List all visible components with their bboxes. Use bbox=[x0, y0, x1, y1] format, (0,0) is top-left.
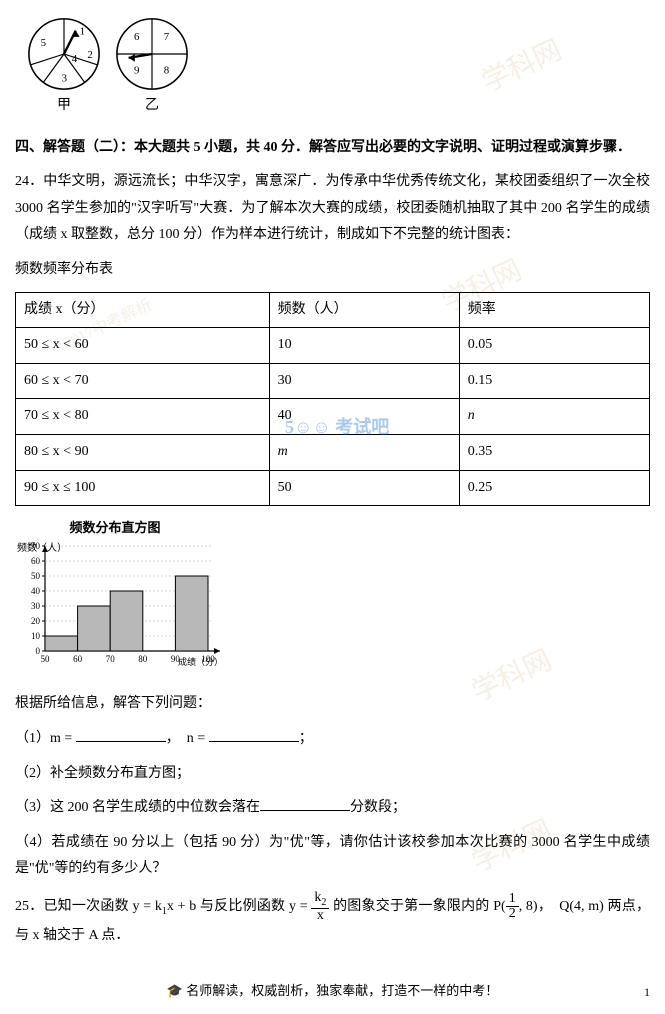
q24-text: 24．中华文明，源远流长；中华汉字，寓意深广．为传承中华优秀传统文化，某校团委组… bbox=[15, 169, 650, 249]
svg-text:60: 60 bbox=[31, 556, 41, 566]
spinner-b-svg: 6 7 8 9 bbox=[113, 15, 191, 93]
spinner-a-svg: 1 2 3 4 5 bbox=[25, 15, 103, 93]
svg-text:70: 70 bbox=[31, 541, 41, 551]
cell-range: 70 ≤ x < 80 bbox=[16, 399, 270, 435]
svg-text:频数（人）: 频数（人） bbox=[17, 541, 67, 554]
th-score: 成绩 x（分） bbox=[16, 292, 270, 328]
q24-sub1: （1）m = ， n = ； bbox=[15, 726, 650, 753]
cell-rate: n bbox=[459, 399, 649, 435]
svg-text:40: 40 bbox=[31, 586, 41, 596]
svg-text:6: 6 bbox=[134, 31, 140, 43]
cell-freq: 40 bbox=[269, 399, 459, 435]
svg-text:60: 60 bbox=[73, 654, 83, 664]
histogram-title: 频数分布直方图 bbox=[15, 516, 215, 541]
sub1-c: ； bbox=[299, 731, 313, 746]
page-number: 1 bbox=[644, 981, 650, 1004]
blank-n[interactable] bbox=[209, 727, 299, 742]
histogram-block: 频数分布直方图 频数（人）010203040506070506070809010… bbox=[15, 516, 650, 681]
svg-text:70: 70 bbox=[106, 654, 116, 664]
q25-text: 25．已知一次函数 y = k1x + b 与反比例函数 y = k2x 的图象… bbox=[15, 891, 650, 949]
q24-sub4: （4）若成绩在 90 分以上（包括 90 分）为"优"等，请你估计该校参加本次比… bbox=[15, 830, 650, 883]
q25-frac-half: 12 bbox=[506, 892, 519, 921]
svg-text:50: 50 bbox=[31, 571, 41, 581]
spinner-figures: 1 2 3 4 5 甲 6 7 8 9 乙 bbox=[25, 15, 650, 120]
cell-rate: 0.25 bbox=[459, 470, 649, 506]
svg-text:10: 10 bbox=[31, 631, 41, 641]
table-row: 60 ≤ x < 70 30 0.15 bbox=[16, 363, 650, 399]
frequency-table: 成绩 x（分） 频数（人） 频率 50 ≤ x < 60 10 0.05 60 … bbox=[15, 292, 650, 507]
svg-text:8: 8 bbox=[164, 65, 170, 77]
th-freq: 频数（人） bbox=[269, 292, 459, 328]
cell-rate: 0.35 bbox=[459, 434, 649, 470]
cell-rate: 0.05 bbox=[459, 328, 649, 364]
cell-freq: m bbox=[269, 434, 459, 470]
svg-text:30: 30 bbox=[31, 601, 41, 611]
svg-text:4: 4 bbox=[72, 53, 78, 65]
footer-icon: 🎓 bbox=[167, 983, 183, 998]
q25-pre: 25．已知一次函数 y = k bbox=[15, 899, 162, 914]
q24-sub3: （3）这 200 名学生成绩的中位数会落在 分数段； bbox=[15, 795, 650, 822]
cell-range: 60 ≤ x < 70 bbox=[16, 363, 270, 399]
q24-followup: 根据所给信息，解答下列问题： bbox=[15, 691, 650, 718]
section-heading: 四、解答题（二）：本大题共 5 小题，共 40 分．解答应写出必要的文字说明、证… bbox=[15, 135, 650, 162]
th-rate: 频率 bbox=[459, 292, 649, 328]
svg-text:20: 20 bbox=[31, 616, 41, 626]
spinner-b: 6 7 8 9 乙 bbox=[113, 15, 191, 120]
cell-range: 90 ≤ x ≤ 100 bbox=[16, 470, 270, 506]
sub3-a: （3）这 200 名学生成绩的中位数会落在 bbox=[15, 800, 260, 815]
svg-text:2: 2 bbox=[87, 49, 92, 61]
spinner-b-label: 乙 bbox=[145, 93, 159, 120]
q25-mid1: x + b 与反比例函数 y = bbox=[167, 899, 311, 914]
table-caption: 频数频率分布表 bbox=[15, 257, 650, 284]
cell-freq: 50 bbox=[269, 470, 459, 506]
cell-range: 80 ≤ x < 90 bbox=[16, 434, 270, 470]
q25-frac-k2x: k2x bbox=[311, 891, 329, 923]
svg-text:80: 80 bbox=[138, 654, 148, 664]
table-row: 50 ≤ x < 60 10 0.05 bbox=[16, 328, 650, 364]
table-row: 70 ≤ x < 80 40 n bbox=[16, 399, 650, 435]
svg-text:7: 7 bbox=[164, 31, 170, 43]
cell-rate: 0.15 bbox=[459, 363, 649, 399]
table-header-row: 成绩 x（分） 频数（人） 频率 bbox=[16, 292, 650, 328]
page-footer: 🎓 名师解读，权威剖析，独家奉献，打造不一样的中考！ 1 bbox=[15, 979, 650, 1004]
spinner-a: 1 2 3 4 5 甲 bbox=[25, 15, 103, 120]
cell-range: 50 ≤ x < 60 bbox=[16, 328, 270, 364]
histogram-svg: 频数（人）0102030405060705060708090100成绩（分） bbox=[15, 541, 225, 671]
table-row: 80 ≤ x < 90 m 0.35 bbox=[16, 434, 650, 470]
svg-text:1: 1 bbox=[80, 26, 85, 38]
blank-median[interactable] bbox=[260, 796, 350, 811]
svg-text:5: 5 bbox=[41, 37, 47, 49]
svg-text:成绩（分）: 成绩（分） bbox=[178, 656, 223, 667]
q25-mid2: 的图象交于第一象限内的 P( bbox=[329, 899, 505, 914]
blank-m[interactable] bbox=[76, 727, 166, 742]
sub1-a: （1）m = bbox=[15, 731, 76, 746]
spinner-a-label: 甲 bbox=[57, 93, 71, 120]
cell-freq: 30 bbox=[269, 363, 459, 399]
cell-freq: 10 bbox=[269, 328, 459, 364]
sub1-b: ， n = bbox=[166, 731, 209, 746]
table-row: 90 ≤ x ≤ 100 50 0.25 bbox=[16, 470, 650, 506]
sub3-b: 分数段； bbox=[350, 800, 406, 815]
q24-sub2: （2）补全频数分布直方图； bbox=[15, 761, 650, 788]
svg-text:9: 9 bbox=[134, 65, 139, 77]
svg-text:3: 3 bbox=[62, 72, 68, 84]
svg-text:50: 50 bbox=[41, 654, 51, 664]
footer-text: 名师解读，权威剖析，独家奉献，打造不一样的中考！ bbox=[186, 983, 498, 998]
